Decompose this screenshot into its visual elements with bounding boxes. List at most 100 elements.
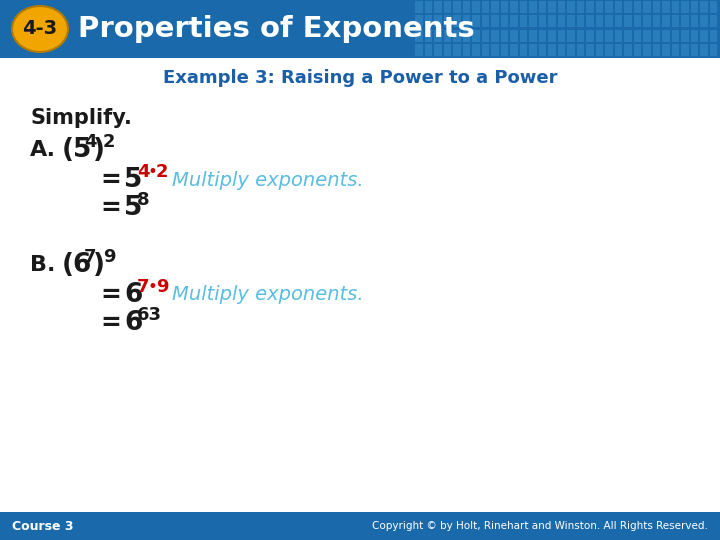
Bar xyxy=(652,1,660,12)
Text: 6: 6 xyxy=(124,282,143,308)
Bar xyxy=(462,30,470,42)
Bar xyxy=(681,1,688,12)
Bar xyxy=(462,44,470,56)
Text: 5: 5 xyxy=(124,167,143,193)
Bar xyxy=(634,15,641,27)
Bar xyxy=(462,15,470,27)
Bar xyxy=(567,15,575,27)
Bar xyxy=(614,1,622,12)
Bar xyxy=(453,15,461,27)
Bar xyxy=(643,44,650,56)
Bar xyxy=(662,30,670,42)
Text: Copyright © by Holt, Rinehart and Winston. All Rights Reserved.: Copyright © by Holt, Rinehart and Winsto… xyxy=(372,521,708,531)
Bar xyxy=(700,44,708,56)
Bar xyxy=(434,1,441,12)
Bar xyxy=(643,30,650,42)
Bar xyxy=(444,44,451,56)
Text: =: = xyxy=(100,311,121,335)
Text: (6: (6 xyxy=(62,252,92,278)
Bar xyxy=(595,1,603,12)
Bar xyxy=(700,15,708,27)
Bar xyxy=(520,44,527,56)
Bar xyxy=(453,44,461,56)
Text: 5: 5 xyxy=(124,195,143,221)
Bar xyxy=(444,30,451,42)
Bar xyxy=(672,30,679,42)
Bar xyxy=(672,15,679,27)
Bar xyxy=(662,15,670,27)
Text: 4: 4 xyxy=(137,163,150,181)
Bar xyxy=(557,15,565,27)
Bar xyxy=(491,30,498,42)
Text: 2: 2 xyxy=(103,133,115,151)
Bar xyxy=(681,15,688,27)
Bar xyxy=(453,30,461,42)
Bar xyxy=(662,1,670,12)
Bar xyxy=(586,1,593,12)
Text: 9: 9 xyxy=(103,248,115,266)
Bar xyxy=(472,15,480,27)
Bar xyxy=(425,30,432,42)
Bar xyxy=(529,44,536,56)
Bar xyxy=(595,30,603,42)
Bar xyxy=(557,1,565,12)
Bar xyxy=(652,15,660,27)
Text: Properties of Exponents: Properties of Exponents xyxy=(78,15,474,43)
Bar xyxy=(681,30,688,42)
Text: 7: 7 xyxy=(137,278,150,296)
Bar xyxy=(415,1,423,12)
Text: 2: 2 xyxy=(156,163,168,181)
Bar xyxy=(472,44,480,56)
Bar xyxy=(605,30,613,42)
Bar xyxy=(425,15,432,27)
Text: 4: 4 xyxy=(84,133,96,151)
Text: Multiply exponents.: Multiply exponents. xyxy=(172,286,364,305)
Bar xyxy=(586,15,593,27)
Bar xyxy=(557,44,565,56)
Bar xyxy=(500,15,508,27)
Bar xyxy=(709,30,717,42)
Bar xyxy=(672,1,679,12)
Text: 7: 7 xyxy=(84,248,96,266)
Bar xyxy=(709,1,717,12)
Bar xyxy=(595,44,603,56)
Bar xyxy=(690,1,698,12)
Ellipse shape xyxy=(12,6,68,52)
Bar xyxy=(548,15,556,27)
Bar xyxy=(624,30,631,42)
Bar xyxy=(614,30,622,42)
Text: (5: (5 xyxy=(62,137,92,163)
Bar xyxy=(662,44,670,56)
Bar xyxy=(520,1,527,12)
Bar xyxy=(425,44,432,56)
Bar xyxy=(500,44,508,56)
Bar xyxy=(0,512,720,540)
Bar xyxy=(709,15,717,27)
Bar xyxy=(539,1,546,12)
Bar xyxy=(595,15,603,27)
Text: 63: 63 xyxy=(137,306,162,324)
Text: ): ) xyxy=(93,252,105,278)
Bar xyxy=(605,1,613,12)
Bar xyxy=(510,1,518,12)
Bar xyxy=(614,15,622,27)
Bar xyxy=(482,1,489,12)
Text: •: • xyxy=(147,163,157,181)
Bar xyxy=(500,30,508,42)
Bar xyxy=(577,44,584,56)
Bar xyxy=(491,15,498,27)
Bar xyxy=(482,30,489,42)
Bar xyxy=(472,30,480,42)
Bar xyxy=(491,44,498,56)
Bar xyxy=(472,1,480,12)
Text: Example 3: Raising a Power to a Power: Example 3: Raising a Power to a Power xyxy=(163,69,557,87)
Bar xyxy=(567,1,575,12)
Text: Simplify.: Simplify. xyxy=(30,108,132,128)
Bar xyxy=(690,44,698,56)
Bar xyxy=(709,44,717,56)
Bar xyxy=(434,15,441,27)
Text: A.: A. xyxy=(30,140,56,160)
Bar xyxy=(586,30,593,42)
Bar xyxy=(700,30,708,42)
Text: Multiply exponents.: Multiply exponents. xyxy=(172,171,364,190)
